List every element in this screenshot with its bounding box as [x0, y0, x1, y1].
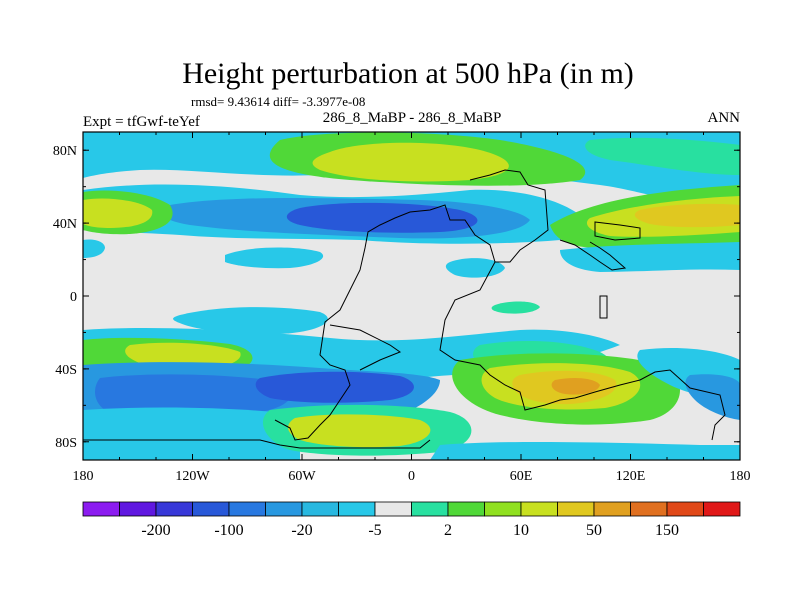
colorbar-swatch — [411, 501, 449, 517]
coast-greenland — [594, 221, 641, 241]
x-tick-label: 120E — [616, 469, 646, 484]
colorbar-swatch — [666, 501, 704, 517]
coast-antarctica — [83, 439, 431, 449]
y-tick-label: 80S — [55, 436, 77, 451]
colorbar-label: 50 — [586, 522, 602, 539]
x-tick-label: 180 — [73, 469, 94, 484]
colorbar-swatch — [520, 501, 558, 517]
x-tick-label: 180 — [730, 469, 751, 484]
coast-eurasia — [439, 261, 726, 441]
chart-title: Height perturbation at 500 hPa (in m) — [182, 57, 634, 90]
colorbar-label: -5 — [368, 522, 381, 539]
coast-americas — [274, 169, 549, 441]
colorbar-swatch — [447, 501, 485, 517]
colorbar-swatch — [82, 501, 120, 517]
colorbar-swatch — [630, 501, 668, 517]
colorbar-label: -200 — [141, 522, 170, 539]
coast-madagascar — [599, 295, 608, 319]
left-label: Expt = tfGwf-teYef — [83, 114, 200, 130]
x-tick-label: 0 — [408, 469, 415, 484]
colorbar: -200 -100 -20 -5 2 10 50 150 — [82, 501, 741, 539]
y-tick-label: 0 — [70, 290, 77, 305]
colorbar-swatch — [484, 501, 522, 517]
colorbar-swatch — [228, 501, 266, 517]
coast-australia — [559, 239, 627, 271]
colorbar-swatch — [192, 501, 230, 517]
x-tick-label: 60E — [510, 469, 533, 484]
stats-line: rmsd= 9.43614 diff= -3.3977e-08 — [191, 94, 365, 109]
region-antarctic-positive — [288, 414, 431, 448]
colorbar-swatch — [703, 501, 741, 517]
colorbar-swatch — [593, 501, 631, 517]
coast-south-america-south — [329, 324, 402, 371]
x-tick-label: 60W — [288, 469, 316, 484]
colorbar-label: 10 — [513, 522, 529, 539]
heatmap-field — [83, 132, 740, 460]
colorbar-swatch — [338, 501, 376, 517]
colorbar-label: 2 — [444, 522, 452, 539]
y-axis: 80N 40N 0 40S 80S — [53, 144, 740, 451]
right-label: ANN — [708, 110, 741, 126]
y-tick-label: 40N — [53, 217, 77, 232]
colorbar-label: -20 — [291, 522, 312, 539]
coastlines — [83, 169, 726, 449]
colorbar-swatch — [301, 501, 339, 517]
center-label: 286_8_MaBP - 286_8_MaBP — [323, 110, 502, 126]
colorbar-swatch — [374, 501, 412, 517]
colorbar-swatch — [557, 501, 595, 517]
colorbar-swatch — [119, 501, 157, 517]
region-arctic-positive-cell — [312, 142, 509, 182]
x-tick-label: 120W — [175, 469, 210, 484]
y-tick-label: 40S — [55, 363, 77, 378]
colorbar-swatch — [265, 501, 303, 517]
region-north-pacific-positive — [83, 198, 153, 228]
colorbar-swatch — [155, 501, 193, 517]
colorbar-label: -100 — [214, 522, 243, 539]
x-axis: 180 120W 60W 0 60E 120E 180 — [73, 132, 751, 484]
y-tick-label: 80N — [53, 144, 77, 159]
colorbar-label: 150 — [655, 522, 679, 539]
region-south-pacific-negative — [95, 374, 292, 417]
